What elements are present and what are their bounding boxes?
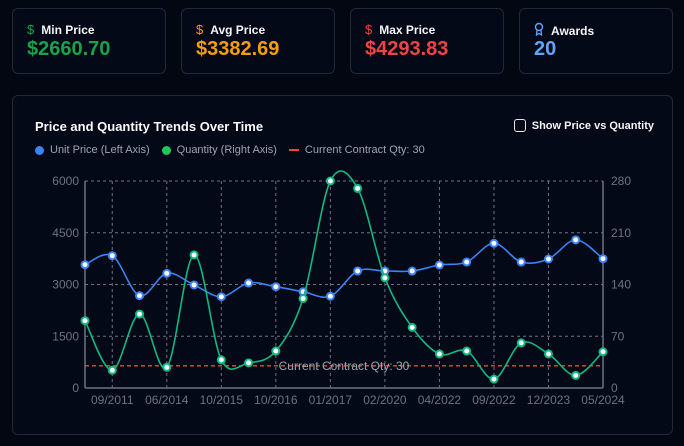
awards-label: Awards [551,23,595,38]
quantity-point [135,309,145,319]
unit-price-point [407,266,417,276]
y-right-tick-label: 70 [611,329,625,343]
quantity-point [598,347,608,357]
chart-title: Price and Quantity Trends Over Time [35,119,264,134]
quantity-point [271,346,281,356]
avg-price-value: $3382.69 [196,38,280,60]
quantity-point [462,346,472,356]
dollar-icon: $ [365,22,373,37]
min-price-card: $ Min Price $2660.70 [12,8,166,74]
quantity-point [489,374,499,384]
quantity-point [80,316,90,326]
quantity-point [216,355,226,365]
unit-price-point [516,257,526,267]
quantity-point [434,349,444,359]
checkbox[interactable] [513,119,526,132]
avg-price-label: Avg Price [210,22,266,37]
max-price-label: Max Price [379,22,436,37]
unit-price-point [107,251,117,261]
quantity-point [571,370,581,380]
unit-price-point [353,266,363,276]
unit-price-point [434,260,444,270]
unit-price-point [462,257,472,267]
legend-dot [161,145,171,155]
unit-price-point [80,260,90,270]
quantity-point [107,365,117,375]
unit-price-point [271,282,281,292]
unit-price-point [489,238,499,248]
x-tick-label: 09/2022 [472,393,516,407]
reference-line-label: Current Contract Qty: 30 [279,359,410,373]
quantity-point [162,362,172,372]
x-tick-label: 02/2020 [363,393,407,407]
y-left-tick-label: 1500 [52,329,79,343]
awards-card: Awards 20 [519,8,673,74]
quantity-point [244,358,254,368]
quantity-point [325,176,335,186]
unit-price-point [543,254,553,264]
x-tick-label: 10/2015 [200,393,244,407]
y-right-tick-label: 210 [611,226,631,240]
y-left-tick-label: 6000 [52,174,79,188]
x-tick-label: 04/2022 [418,393,462,407]
quantity-point [407,322,417,332]
legend-item-unit-price[interactable]: Unit Price (Left Axis) [35,144,150,156]
quantity-point [543,349,553,359]
unit-price-point [325,291,335,301]
legend-label: Current Contract Qty: 30 [304,144,425,156]
toggle-label: Show Price vs Quantity [531,119,654,132]
y-right-tick-label: 0 [611,381,618,395]
y-right-tick-label: 140 [611,278,631,292]
quantity-point [380,273,390,283]
y-left-tick-label: 4500 [52,226,79,240]
x-tick-label: 09/2011 [91,393,134,407]
unit-price-point [189,280,199,290]
legend-label: Unit Price (Left Axis) [50,144,150,156]
avg-price-card: $ Avg Price $3382.69 [181,8,335,74]
x-tick-label: 10/2016 [254,393,298,407]
min-price-value: $2660.70 [27,38,111,60]
series-line-unit-price [84,239,604,298]
legend-item-quantity[interactable]: Quantity (Right Axis) [161,144,277,156]
legend-line [288,149,299,151]
unit-price-point [244,278,254,288]
x-tick-label: 01/2017 [309,393,353,407]
quantity-point [516,338,526,348]
y-right-tick-label: 280 [611,174,631,188]
x-tick-label: 12/2023 [527,393,571,407]
dollar-icon: $ [196,22,204,37]
award-icon [534,22,544,39]
unit-price-point [216,292,226,302]
dollar-icon: $ [27,22,35,37]
x-tick-label: 06/2014 [145,393,189,407]
min-price-label: Min Price [41,22,95,37]
unit-price-point [135,291,145,301]
max-price-value: $4293.83 [365,38,449,60]
chart-panel: Price and Quantity Trends Over Time Show… [12,95,673,435]
unit-price-point [598,254,608,264]
legend-item-contract-qty[interactable]: Current Contract Qty: 30 [288,144,425,156]
y-left-tick-label: 0 [72,381,79,395]
quantity-point [298,294,308,304]
x-tick-label: 05/2024 [581,393,625,407]
y-left-tick-label: 3000 [52,278,79,292]
unit-price-point [162,268,172,278]
max-price-card: $ Max Price $4293.83 [350,8,504,74]
chart-legend: Unit Price (Left Axis) Quantity (Right A… [35,144,425,156]
legend-dot [35,145,44,155]
awards-value: 20 [534,38,557,60]
show-price-vs-quantity-toggle[interactable]: Show Price vs Quantity [513,119,654,132]
unit-price-point [571,235,581,245]
quantity-point [189,250,199,260]
quantity-point [353,183,363,193]
legend-label: Quantity (Right Axis) [176,144,277,156]
